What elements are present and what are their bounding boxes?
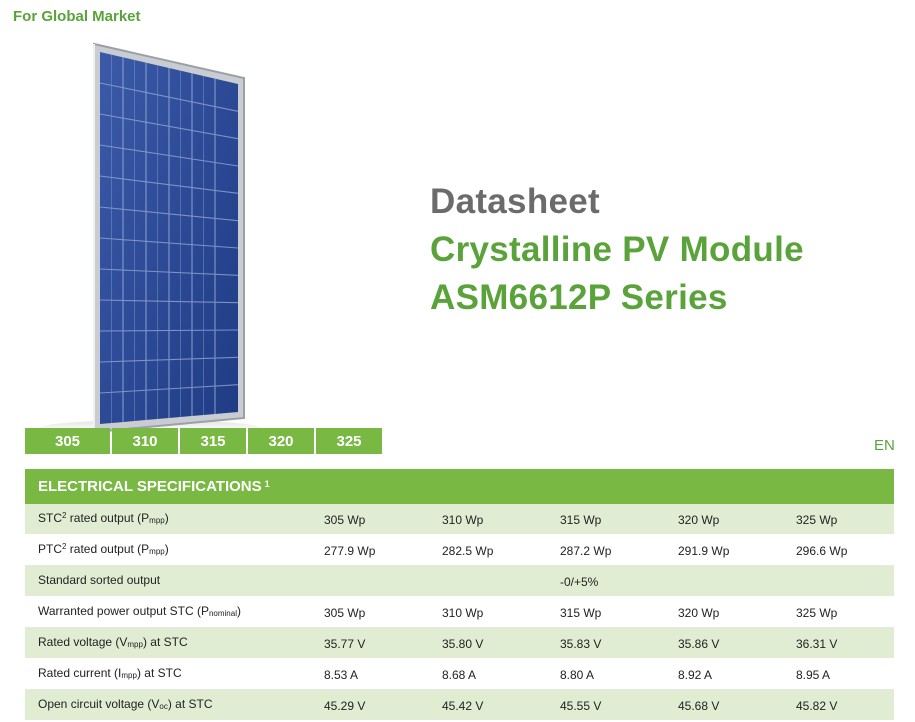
spec-title: ELECTRICAL SPECIFICATIONS bbox=[38, 478, 262, 495]
spec-row-warranted-power-output: Warranted power output STC (Pnominal) 305… bbox=[25, 597, 894, 628]
spec-label-part: Open circuit voltage (V bbox=[38, 697, 160, 711]
spec-row-open-circuit-voltage: Open circuit voltage (Voc) at STC 45.29 V… bbox=[25, 690, 894, 721]
spec-label-part: PTC bbox=[38, 542, 62, 556]
spec-value-310: 8.68 A bbox=[442, 668, 477, 682]
spec-value-320: 291.9 Wp bbox=[678, 544, 730, 558]
spec-value-320: 8.92 A bbox=[678, 668, 713, 682]
electrical-specifications-header: ELECTRICAL SPECIFICATIONS 1 bbox=[25, 469, 894, 504]
language-label: EN bbox=[874, 437, 895, 454]
title-block: Datasheet Crystalline PV Module ASM6612P… bbox=[430, 178, 804, 322]
spec-value-315: 315 Wp bbox=[560, 513, 602, 527]
spec-label-part: Warranted power output STC (P bbox=[38, 604, 209, 618]
spec-label-part: ) at STC bbox=[142, 635, 188, 649]
spec-value-325: 8.95 A bbox=[796, 668, 831, 682]
spec-value-305: 35.77 V bbox=[324, 637, 366, 651]
spec-row-label: Warranted power output STC (Pnominal) bbox=[38, 604, 241, 618]
spec-value-305: 8.53 A bbox=[324, 668, 359, 682]
spec-value-310: 282.5 Wp bbox=[442, 544, 494, 558]
spec-label-part: ) bbox=[236, 604, 241, 618]
spec-label-part: mpp bbox=[149, 516, 165, 525]
market-label: For Global Market bbox=[13, 8, 141, 25]
spec-value-315: 315 Wp bbox=[560, 606, 602, 620]
spec-label-part: mpp bbox=[121, 671, 137, 680]
spec-value-305: 305 Wp bbox=[324, 606, 366, 620]
spec-row-standard-sorted-output: Standard sorted output -0/+5% bbox=[25, 566, 894, 597]
variant-tab-315[interactable]: 315 bbox=[180, 428, 246, 454]
spec-label-part: ) at STC bbox=[167, 697, 213, 711]
spec-value-315: 8.80 A bbox=[560, 668, 595, 682]
spec-value-315: 45.55 V bbox=[560, 699, 602, 713]
spec-row-rated-voltage: Rated voltage (Vmpp) at STC 35.77 V 35.80 … bbox=[25, 628, 894, 659]
spec-value-325: 325 Wp bbox=[796, 606, 838, 620]
spec-label-part: ) at STC bbox=[136, 666, 182, 680]
solar-panel-image bbox=[20, 40, 260, 436]
spec-row-label: Open circuit voltage (Voc) at STC bbox=[38, 697, 213, 711]
spec-row-label: STC2 rated output (Pmpp) bbox=[38, 511, 169, 525]
spec-label-part: mpp bbox=[127, 640, 143, 649]
spec-value-320: 320 Wp bbox=[678, 513, 720, 527]
spec-label-part: Standard sorted output bbox=[38, 573, 161, 587]
spec-label-part: oc bbox=[159, 702, 168, 711]
spec-title-footnote: 1 bbox=[264, 478, 270, 489]
spec-table: STC2 rated output (Pmpp) 305 Wp 310 Wp 315 … bbox=[25, 504, 894, 721]
spec-row-rated-current: Rated current (Impp) at STC 8.53 A 8.68 A 8… bbox=[25, 659, 894, 690]
spec-label-part: Rated current (I bbox=[38, 666, 122, 680]
spec-label-part: STC bbox=[38, 511, 62, 525]
spec-value-315: 35.83 V bbox=[560, 637, 602, 651]
spec-label-part: rated output (P bbox=[66, 542, 150, 556]
spec-value-305: 45.29 V bbox=[324, 699, 366, 713]
spec-value-320: 320 Wp bbox=[678, 606, 720, 620]
spec-label-part: 2 bbox=[62, 511, 67, 520]
spec-value-310: 310 Wp bbox=[442, 513, 484, 527]
spec-value-325: 296.6 Wp bbox=[796, 544, 848, 558]
spec-row-stc-rated-output: STC2 rated output (Pmpp) 305 Wp 310 Wp 315 … bbox=[25, 504, 894, 535]
spec-row-label: PTC2 rated output (Pmpp) bbox=[38, 542, 169, 556]
spec-row-label: Rated voltage (Vmpp) at STC bbox=[38, 635, 188, 649]
variant-tab-325[interactable]: 325 bbox=[316, 428, 382, 454]
spec-value-305: 277.9 Wp bbox=[324, 544, 376, 558]
spec-value-320: 35.86 V bbox=[678, 637, 720, 651]
spec-value-310: 310 Wp bbox=[442, 606, 484, 620]
spec-row-ptc-rated-output: PTC2 rated output (Pmpp) 277.9 Wp 282.5 Wp… bbox=[25, 535, 894, 566]
variant-tab-320[interactable]: 320 bbox=[248, 428, 314, 454]
spec-row-label: Rated current (Impp) at STC bbox=[38, 666, 182, 680]
spec-label-part: ) bbox=[164, 511, 169, 525]
product-title: Crystalline PV Module bbox=[430, 230, 804, 269]
spec-row-label: Standard sorted output bbox=[38, 573, 160, 587]
spec-label-part: 2 bbox=[62, 542, 67, 551]
spec-value-310: 45.42 V bbox=[442, 699, 484, 713]
spec-label-part: nominal bbox=[208, 609, 237, 618]
variant-tab-310[interactable]: 310 bbox=[112, 428, 178, 454]
spec-value-315: 287.2 Wp bbox=[560, 544, 612, 558]
spec-value-315: -0/+5% bbox=[560, 575, 599, 589]
spec-value-325: 325 Wp bbox=[796, 513, 838, 527]
spec-value-320: 45.68 V bbox=[678, 699, 720, 713]
spec-value-325: 36.31 V bbox=[796, 637, 838, 651]
spec-value-305: 305 Wp bbox=[324, 513, 366, 527]
spec-label-part: ) bbox=[164, 542, 169, 556]
spec-label-part: mpp bbox=[149, 547, 165, 556]
spec-label-part: Rated voltage (V bbox=[38, 635, 128, 649]
datasheet-title: Datasheet bbox=[430, 182, 600, 221]
series-title: ASM6612P Series bbox=[430, 278, 728, 317]
variant-tabs: 305 310 315 320 325 bbox=[25, 428, 384, 454]
spec-value-325: 45.82 V bbox=[796, 699, 838, 713]
spec-value-310: 35.80 V bbox=[442, 637, 484, 651]
variant-tab-305[interactable]: 305 bbox=[25, 428, 110, 454]
spec-label-part: rated output (P bbox=[66, 511, 150, 525]
